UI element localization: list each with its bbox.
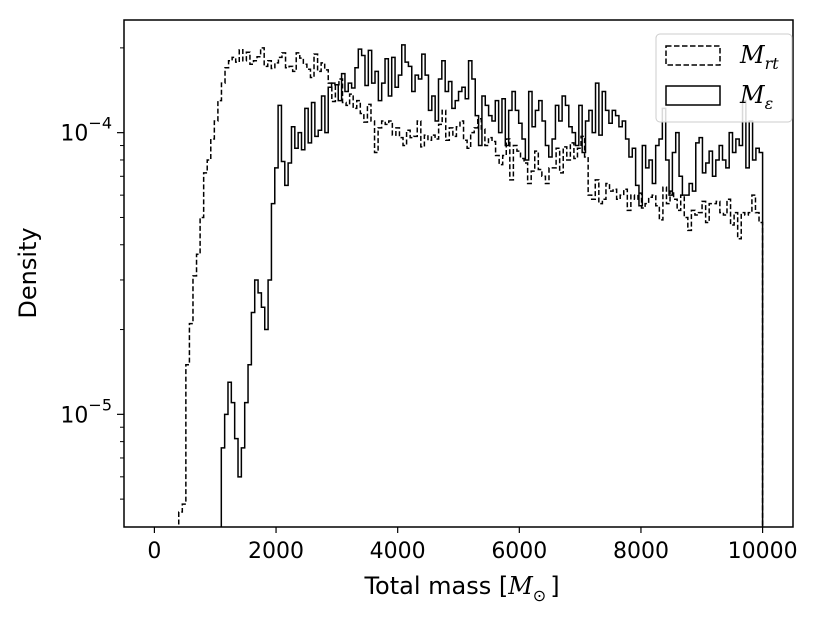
x-axis-ticks: 0 2000 4000 6000 8000 10000: [147, 527, 798, 564]
histogram-series: [177, 44, 764, 527]
x-axis-label-text: Total mass [: [363, 572, 508, 600]
x-tick-label: 10000: [728, 539, 798, 564]
legend-label-mrt: Mrt: [739, 41, 779, 73]
y-tick-label-exponent: −5: [88, 395, 112, 414]
y-axis-label: Density: [14, 227, 42, 318]
plot-area-frame: [123, 19, 794, 528]
x-tick-label: 8000: [613, 539, 669, 564]
x-tick-label: 0: [147, 539, 161, 564]
x-axis-label: Total mass [M⊙]: [363, 572, 559, 605]
legend-label-mrt-subscript: rt: [765, 54, 780, 73]
x-axis-label-subscript: ⊙: [533, 586, 546, 605]
legend-swatch-mrt: [665, 45, 721, 66]
x-tick-label: 4000: [370, 539, 426, 564]
x-axis-label-symbol: M: [507, 572, 534, 600]
x-tick-label: 6000: [491, 539, 547, 564]
y-tick-label-base: 10: [60, 403, 88, 428]
x-axis-label-close: ]: [550, 572, 559, 600]
y-tick-label-base: 10: [60, 122, 88, 147]
legend-box: [655, 33, 793, 123]
histogram-dashed-line: [177, 47, 764, 527]
y-axis-ticks: 10−510−4: [60, 47, 124, 500]
legend-label-mrt-symbol: M: [739, 41, 766, 69]
y-tick-label-exponent: −4: [88, 114, 112, 133]
y-tick-label: 10−4: [60, 114, 112, 147]
legend-label-meps-symbol: M: [739, 81, 766, 109]
legend-label-meps: Mε: [739, 81, 773, 113]
legend-swatch-meps: [665, 85, 721, 106]
y-tick-label: 10−5: [60, 395, 112, 428]
legend: Mrt Mε: [655, 33, 793, 123]
legend-label-meps-subscript: ε: [765, 94, 774, 113]
histogram-solid-line: [220, 44, 764, 527]
x-tick-label: 2000: [248, 539, 304, 564]
